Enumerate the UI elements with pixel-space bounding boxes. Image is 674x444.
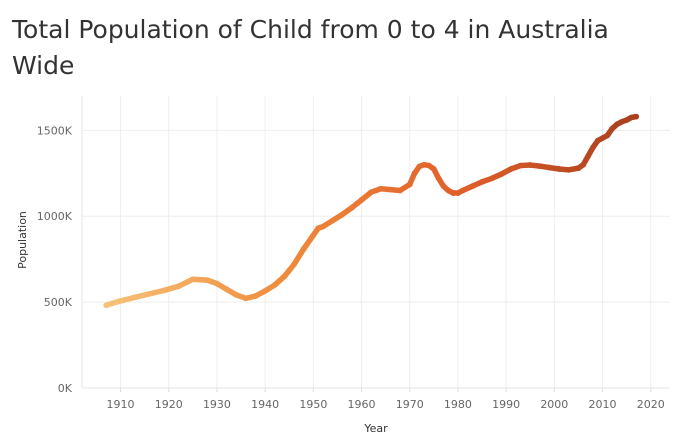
x-tick-label: 2010 [589, 398, 617, 411]
x-tick-label: 2000 [540, 398, 568, 411]
data-point [132, 294, 138, 301]
data-point [204, 277, 211, 283]
x-tick-label: 1980 [444, 398, 472, 411]
data-point [272, 282, 278, 288]
series-layer [103, 113, 640, 308]
data-point [368, 189, 374, 195]
data-point [387, 186, 394, 193]
data-point [609, 125, 615, 132]
data-point [161, 287, 167, 294]
data-point [175, 283, 182, 290]
line-segment [291, 246, 307, 268]
data-point [421, 161, 427, 168]
data-point [469, 183, 476, 189]
data-point [440, 183, 447, 189]
data-point [594, 137, 601, 144]
data-point [450, 190, 456, 196]
data-point [508, 166, 514, 172]
x-tick-label: 1950 [299, 398, 327, 411]
x-tick-label: 1910 [107, 398, 135, 411]
data-point [435, 175, 442, 182]
data-point [329, 217, 336, 224]
data-point [479, 179, 485, 185]
data-point [488, 175, 495, 182]
data-point [619, 119, 625, 125]
data-point [214, 280, 220, 287]
x-tick-label: 1970 [396, 398, 424, 411]
data-point [358, 197, 365, 203]
data-point [537, 163, 543, 169]
x-tick-label: 1960 [348, 398, 376, 411]
x-tick-label: 1940 [251, 398, 279, 411]
grid-layer [82, 96, 670, 389]
data-point [604, 132, 611, 139]
x-axis-title: Year [363, 422, 388, 435]
data-point [546, 164, 553, 171]
data-point [190, 276, 196, 283]
data-point [339, 211, 346, 218]
data-point [426, 162, 432, 169]
data-point [556, 166, 562, 172]
data-point [378, 186, 384, 192]
data-point [614, 121, 620, 128]
data-point [498, 171, 505, 177]
data-point [300, 246, 307, 252]
data-point [349, 204, 355, 211]
data-point [146, 291, 153, 297]
data-point [320, 223, 326, 230]
data-point [431, 166, 437, 172]
data-point [527, 162, 533, 168]
data-point [406, 181, 413, 188]
x-tick-label: 1930 [203, 398, 231, 411]
x-tick-label: 1990 [492, 398, 520, 411]
data-point [517, 162, 524, 169]
data-point [460, 187, 466, 194]
data-point [252, 293, 259, 299]
data-point [628, 114, 635, 121]
data-point [223, 286, 230, 292]
data-point [590, 144, 596, 151]
y-tick-label: 500K [44, 296, 73, 309]
data-point [633, 113, 640, 120]
data-point [117, 298, 124, 304]
data-point [580, 161, 586, 168]
data-point [233, 292, 239, 298]
data-point [585, 153, 591, 159]
data-point [243, 295, 249, 302]
data-point [445, 187, 452, 194]
x-tick-label: 2020 [637, 398, 665, 411]
data-point [455, 190, 461, 196]
data-point [575, 165, 582, 171]
data-point [411, 170, 418, 177]
data-point [566, 167, 572, 173]
data-point [416, 163, 423, 170]
y-tick-label: 1000K [37, 210, 73, 223]
data-point [599, 135, 606, 141]
axis-layer: 1910 1920 1930 1940 1950 1960 1970 1980 1990 2000… [37, 96, 670, 411]
data-point [291, 261, 297, 268]
y-tick-label: 1500K [37, 124, 73, 137]
data-point [281, 273, 288, 280]
data-point [310, 232, 317, 238]
y-tick-label: 0K [58, 382, 73, 395]
data-point [315, 225, 321, 232]
data-point [397, 187, 403, 194]
line-segment [300, 232, 317, 252]
data-point [103, 302, 109, 308]
data-point [262, 288, 268, 294]
x-tick-label: 1920 [155, 398, 183, 411]
y-axis-title: Population [16, 211, 29, 269]
data-point [623, 117, 630, 123]
chart-title: Total Population of Child from 0 to 4 in… [12, 15, 609, 80]
